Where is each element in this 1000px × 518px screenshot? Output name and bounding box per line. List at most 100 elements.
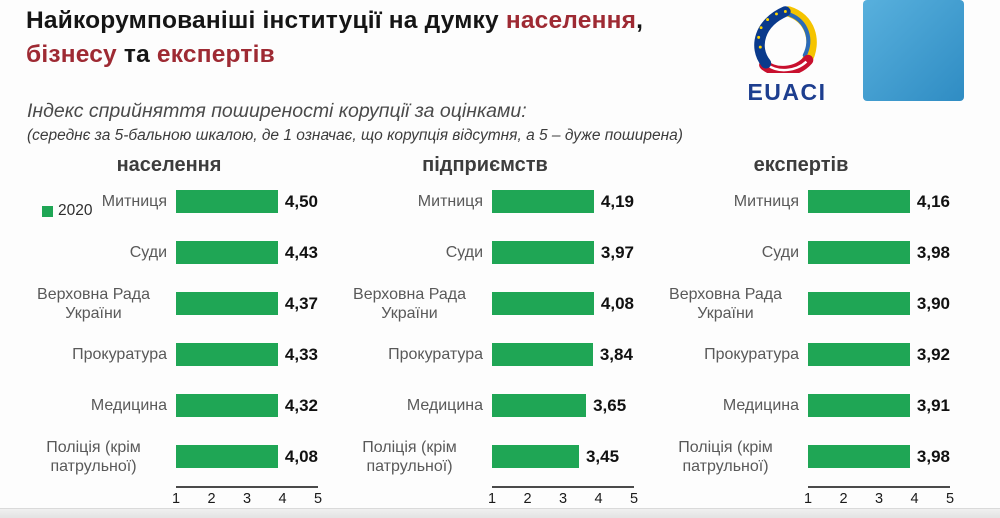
value-label: 3,91 (916, 395, 950, 415)
category-label: Прокуратура (704, 346, 799, 363)
value-label: 4,08 (600, 293, 634, 313)
legend: 2020 (42, 202, 92, 220)
chart-row: Митниця 4,16 (652, 176, 1000, 227)
value-label: 4,50 (284, 191, 318, 211)
chart-row: Верховна Рада України 4,08 (336, 278, 696, 329)
category-label: Суди (761, 244, 799, 261)
axis-tick: 1 (171, 491, 181, 507)
axis-tick: 3 (558, 491, 568, 507)
axis-tick: 4 (910, 491, 919, 507)
category-label: Медицина (90, 397, 167, 414)
title-black-2: та (116, 41, 157, 68)
bar (808, 241, 910, 264)
value-label: 4,37 (284, 293, 318, 313)
bar (492, 343, 593, 366)
chart-row: Суди 3,98 (652, 227, 1000, 278)
chart-row: Медицина 3,65 (336, 380, 696, 431)
category-label: Суди (129, 244, 167, 261)
chart-row: Прокуратура 3,84 (336, 329, 696, 380)
value-label: 4,33 (284, 344, 318, 364)
bar (808, 292, 910, 315)
bar (492, 241, 594, 264)
chart-subtitle: Індекс сприйняття поширеності корупції з… (27, 100, 527, 122)
bar-rows: Митниця 4,16 Суди 3,98 Верховна Рада України… (652, 176, 1000, 482)
title-black-1: Найкорумпованіші інституції на думку (26, 7, 506, 34)
title-red-experts: експертів (156, 41, 275, 68)
x-axis: 1 2 3 4 5 (804, 486, 954, 512)
value-label: 4,43 (284, 242, 318, 262)
chart-title-business: підприємств (422, 154, 548, 176)
category-label: Медицина (406, 397, 483, 414)
euaci-logo: EUACI (737, 5, 837, 106)
axis-tick: 1 (803, 491, 813, 507)
chart-row: Поліція (крім патрульної) 3,45 (336, 431, 696, 482)
category-label: Прокуратура (72, 346, 167, 363)
axis-tick: 2 (207, 491, 216, 507)
chart-business: підприємств Митниця 4,19 Суди 3,97 Верховна … (336, 154, 696, 512)
category-label: Верховна Рада України (669, 285, 782, 322)
category-label: Митниця (733, 193, 799, 210)
chart-row: Медицина 4,32 (20, 380, 380, 431)
bar-rows: Митниця 4,19 Суди 3,97 Верховна Рада України… (336, 176, 696, 482)
chart-row: Поліція (крім патрульної) 3,98 (652, 431, 1000, 482)
title-red-population: населення (505, 7, 637, 34)
chart-row: Суди 3,97 (336, 227, 696, 278)
value-label: 3,98 (916, 446, 950, 466)
axis-tick: 5 (313, 491, 323, 507)
value-label: 4,08 (284, 446, 318, 466)
category-label: Верховна Рада України (353, 285, 466, 322)
chart-title-experts: експертів (753, 154, 849, 176)
title-red-business: бізнесу (26, 41, 117, 68)
axis-tick: 1 (487, 491, 497, 507)
euaci-logo-text: EUACI (747, 79, 827, 105)
value-label: 4,16 (916, 191, 950, 211)
chart-row: Суди 4,43 (20, 227, 380, 278)
title-comma: , (636, 7, 644, 34)
bar (492, 292, 594, 315)
axis-tick: 4 (278, 491, 287, 507)
chart-row: Верховна Рада України 3,90 (652, 278, 1000, 329)
page-title: Найкорумпованіші інституції на думку нас… (26, 4, 643, 72)
value-label: 3,97 (600, 242, 634, 262)
chart-row: Митниця 4,19 (336, 176, 696, 227)
axis-tick: 3 (874, 491, 884, 507)
legend-label: 2020 (58, 202, 93, 219)
value-label: 3,65 (593, 395, 627, 415)
x-axis: 1 2 3 4 5 (172, 486, 322, 512)
category-label: Митниця (417, 193, 483, 210)
category-label: Поліція (крім патрульної) (46, 438, 141, 475)
category-label: Верховна Рада України (37, 285, 150, 322)
bar (808, 445, 910, 468)
x-axis: 1 2 3 4 5 (488, 486, 638, 512)
chart-population: населення 2020 Митниця 4,50 Суди 4,43 Верхов… (20, 154, 380, 512)
category-label: Поліція (крім патрульної) (362, 438, 457, 475)
value-label: 3,98 (916, 242, 950, 262)
bar-rows: Митниця 4,50 Суди 4,43 Верховна Рада України… (20, 176, 380, 482)
bar (176, 445, 278, 468)
chart-title-population: населення (116, 154, 222, 176)
waveform-bars-logo-icon (863, 0, 964, 101)
bar (176, 292, 278, 315)
axis-tick: 2 (523, 491, 532, 507)
axis-tick: 5 (945, 491, 955, 507)
axis-tick: 5 (629, 491, 639, 507)
chart-row: Митниця 4,50 (20, 176, 380, 227)
axis-tick: 4 (594, 491, 603, 507)
chart-row: Поліція (крім патрульної) 4,08 (20, 431, 380, 482)
bar (176, 190, 278, 213)
value-label: 3,84 (599, 344, 633, 364)
partner-logo (863, 0, 964, 101)
chart-row: Прокуратура 4,33 (20, 329, 380, 380)
chart-row: Прокуратура 3,92 (652, 329, 1000, 380)
bar (176, 343, 278, 366)
chart-row: Верховна Рада України 4,37 (20, 278, 380, 329)
value-label: 3,45 (585, 446, 620, 466)
chart-experts: експертів Митниця 4,16 Суди 3,98 Верховна Ра… (652, 154, 1000, 512)
legend-swatch-icon (42, 205, 53, 217)
value-label: 4,32 (284, 395, 318, 415)
bottom-strip (0, 508, 1000, 518)
value-label: 3,90 (916, 293, 950, 313)
bar (492, 190, 594, 213)
bar (808, 190, 910, 213)
